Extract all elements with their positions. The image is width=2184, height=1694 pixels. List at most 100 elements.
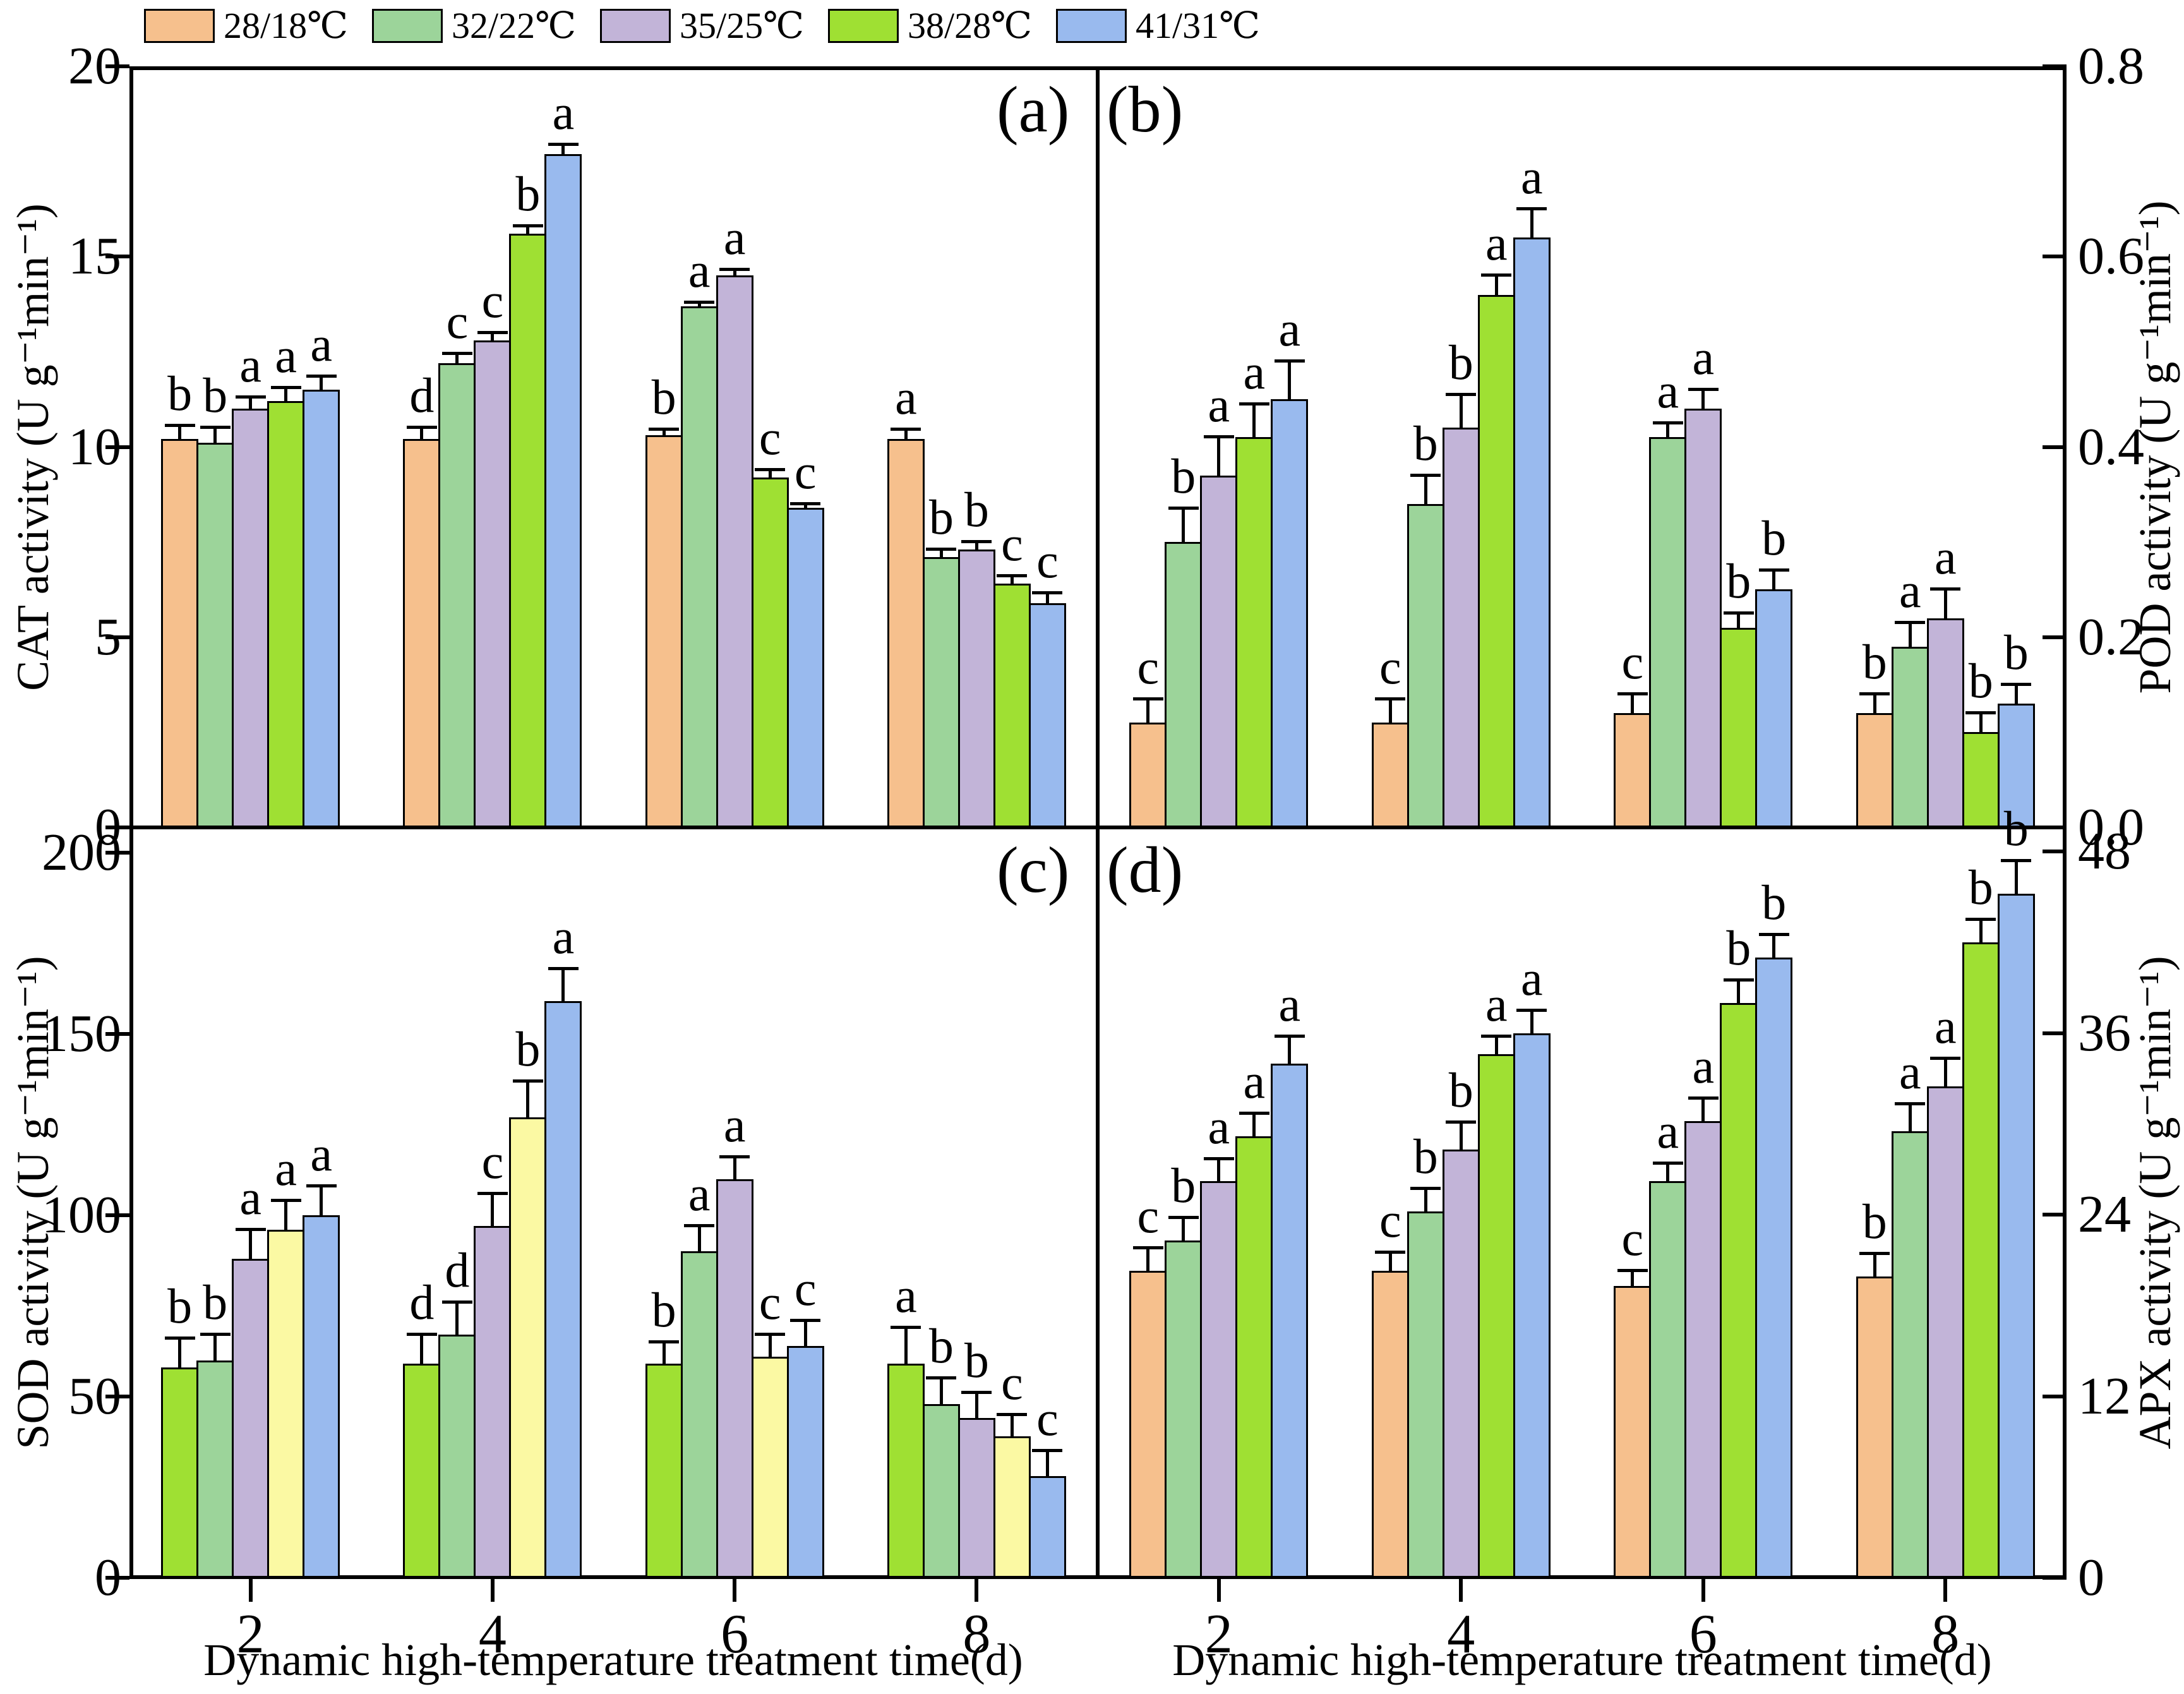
sig-letter: b — [651, 1282, 676, 1337]
x-axis-title-left: Dynamic high-temperature treatment time(… — [203, 1635, 1023, 1685]
error-bar-cap — [441, 1300, 472, 1304]
error-bar-cap — [1758, 568, 1789, 572]
x-tick-label: 8 — [963, 1604, 991, 1665]
sig-letter: a — [1657, 363, 1679, 418]
bar — [232, 409, 270, 827]
error-bar-cap — [548, 966, 579, 970]
sig-letter: d — [445, 1242, 470, 1297]
sig-letter: a — [895, 369, 917, 425]
bar — [1371, 723, 1409, 827]
sig-letter: a — [895, 1268, 917, 1323]
sig-letter: b — [1448, 1062, 1473, 1118]
error-bar-cap — [1375, 1251, 1406, 1254]
panel-divider-vertical — [1096, 66, 1100, 1579]
bar — [232, 1258, 270, 1578]
error-bar-cap — [1617, 692, 1648, 696]
error-bar-cap — [1132, 697, 1163, 700]
error-bar-cap — [1274, 1034, 1305, 1038]
error-bar-cap — [1688, 388, 1719, 392]
error-bar-line — [178, 1338, 182, 1369]
x-tick — [733, 1578, 737, 1602]
error-bar-cap — [719, 268, 750, 272]
sig-letter: b — [167, 366, 193, 421]
x-tick — [975, 1578, 979, 1602]
error-bar-line — [768, 1335, 772, 1358]
sig-letter: b — [928, 490, 954, 545]
error-bar-line — [1217, 437, 1221, 477]
bar — [1856, 713, 1893, 827]
sig-letter: c — [1137, 1187, 1160, 1243]
error-bar-cap — [1239, 402, 1269, 405]
error-bar-cap — [1652, 1161, 1683, 1165]
legend-swatch — [828, 9, 899, 43]
sig-letter: c — [759, 1275, 781, 1330]
error-bar-line — [939, 1378, 943, 1405]
panel-label-b: (b) — [1107, 73, 1184, 146]
sig-letter: a — [1899, 563, 1921, 618]
sig-letter: b — [203, 1275, 228, 1330]
sig-letter: b — [1171, 448, 1196, 504]
error-bar-cap — [1446, 392, 1477, 396]
error-bar-line — [1494, 275, 1498, 296]
error-bar-line — [768, 469, 772, 479]
error-bar-cap — [164, 1337, 195, 1340]
error-bar-cap — [790, 502, 821, 505]
sig-letter: a — [1934, 999, 1957, 1054]
error-bar-cap — [1688, 1096, 1719, 1100]
error-bar-line — [1873, 694, 1876, 715]
error-bar-line — [1908, 623, 1912, 648]
bar — [716, 275, 753, 827]
error-bar-line — [904, 430, 908, 441]
bar — [267, 1230, 305, 1578]
x-tick — [1459, 1578, 1463, 1602]
legend-label: 32/22℃ — [452, 5, 576, 46]
y-tick — [105, 445, 129, 449]
error-bar-cap — [891, 1326, 921, 1329]
error-bar-line — [561, 144, 565, 155]
panel-label-d: (d) — [1107, 834, 1184, 906]
error-bar-cap — [512, 224, 543, 228]
error-bar-line — [1217, 1158, 1221, 1183]
x-tick-label: 4 — [478, 1604, 507, 1665]
bar — [1720, 627, 1758, 827]
error-bar-line — [1459, 1122, 1463, 1151]
legend-item: 32/22℃ — [372, 8, 576, 44]
error-bar-cap — [477, 330, 508, 334]
bar — [1720, 1002, 1758, 1578]
bar — [196, 443, 234, 827]
error-bar-line — [491, 332, 495, 342]
legend-item: 41/31℃ — [1056, 8, 1260, 44]
error-bar-line — [1631, 1270, 1635, 1287]
sig-letter: a — [552, 908, 575, 964]
error-bar-cap — [406, 1333, 437, 1337]
sig-letter: b — [1413, 415, 1438, 471]
bar — [1028, 603, 1066, 827]
bar — [1513, 237, 1551, 827]
bar — [1684, 409, 1722, 827]
bar — [303, 390, 340, 827]
error-bar-line — [213, 1335, 217, 1362]
y-tick-label: 200 — [42, 823, 121, 882]
error-bar-cap — [1410, 1187, 1441, 1191]
error-bar-line — [249, 1230, 253, 1260]
y-tick-label: 150 — [42, 1004, 121, 1064]
error-bar-line — [733, 1157, 736, 1180]
legend-swatch — [372, 9, 443, 43]
error-bar-line — [320, 1186, 323, 1217]
error-bar-cap — [926, 548, 957, 551]
bar — [957, 1418, 995, 1578]
error-bar-cap — [790, 1318, 821, 1322]
error-bar-line — [2014, 685, 2018, 706]
bar — [544, 153, 582, 827]
y-tick — [105, 1395, 129, 1399]
sig-letter: b — [1761, 875, 1787, 930]
error-bar-cap — [1481, 1034, 1512, 1038]
y-tick-label: 0.0 — [2078, 798, 2144, 856]
error-bar-cap — [1132, 1246, 1163, 1249]
sig-letter: b — [1968, 860, 1993, 915]
error-bar-line — [1182, 1217, 1185, 1242]
error-bar-cap — [1930, 1057, 1961, 1060]
